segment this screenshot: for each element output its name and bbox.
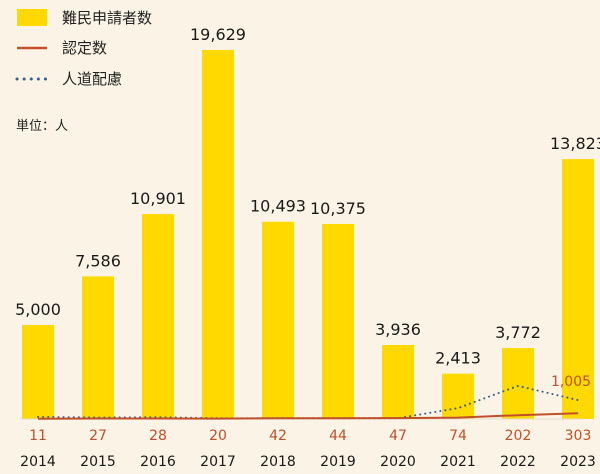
bar-series-applicants [22, 49, 594, 420]
unit-label: 単位：人 [16, 118, 68, 134]
x-axis-year-labels: 2014 2015 2016 2017 2018 2019 2020 2021 2022 2023 [20, 454, 596, 470]
bar-label-2021: 2,413 [435, 349, 481, 368]
bar-2019 [322, 223, 354, 419]
recognized-label-2020: 47 [389, 428, 407, 444]
recognized-label-2022: 202 [505, 428, 532, 444]
year-label-2016: 2016 [140, 454, 176, 470]
legend-item-recognized: 認定数 [17, 39, 107, 57]
bar-2020 [382, 345, 414, 419]
legend-item-applicants: 難民申請者数 [17, 9, 152, 27]
bar-label-2018: 10,493 [250, 197, 306, 216]
legend-item-humanitarian: 人道配慮 [15, 70, 122, 88]
legend-label-applicants: 難民申請者数 [62, 9, 152, 27]
recognized-label-2019: 44 [329, 428, 347, 444]
recognized-label-2016: 28 [149, 428, 167, 444]
bar-label-2023: 13,823 [550, 134, 600, 153]
year-label-2020: 2020 [380, 454, 416, 470]
year-label-2021: 2021 [440, 454, 476, 470]
bar-2015 [82, 276, 114, 419]
bar-2023 [562, 159, 594, 419]
legend-label-humanitarian: 人道配慮 [62, 70, 122, 88]
bar-2018 [262, 221, 294, 419]
recognized-label-2023: 303 [565, 428, 592, 444]
bar-2022 [502, 348, 534, 419]
year-label-2015: 2015 [80, 454, 116, 470]
humanitarian-label-2023: 1,005 [551, 374, 591, 390]
bar-label-2015: 7,586 [75, 251, 121, 270]
bar-2017 [202, 49, 234, 420]
bar-label-2019: 10,375 [310, 199, 366, 218]
year-label-2022: 2022 [500, 454, 536, 470]
bar-2014 [22, 325, 54, 419]
line-series-humanitarian [37, 384, 579, 420]
year-label-2017: 2017 [200, 454, 236, 470]
bar-2021 [442, 373, 474, 419]
bar-label-2020: 3,936 [375, 320, 421, 339]
legend-label-recognized: 認定数 [62, 39, 107, 57]
bar-label-2022: 3,772 [495, 323, 541, 342]
year-label-2018: 2018 [260, 454, 296, 470]
bar-label-2014: 5,000 [15, 300, 61, 319]
year-label-2023: 2023 [560, 454, 596, 470]
legend: 難民申請者数 認定数 人道配慮 [15, 9, 152, 88]
bar-2016 [142, 214, 174, 419]
legend-swatch-applicants [17, 9, 47, 26]
line-series-recognized [37, 412, 579, 420]
recognized-label-2021: 74 [449, 428, 467, 444]
recognized-count-labels: 11 27 28 20 42 44 47 74 202 303 [29, 428, 591, 444]
year-label-2014: 2014 [20, 454, 56, 470]
bar-label-2016: 10,901 [130, 189, 186, 208]
bar-data-labels: 5,000 7,586 10,901 19,629 10,493 10,375 3,936 2… [15, 25, 600, 368]
recognized-label-2015: 27 [89, 428, 107, 444]
recognized-label-2014: 11 [29, 428, 47, 444]
bar-label-2017: 19,629 [190, 25, 246, 44]
line-data-labels: 1,005 [551, 374, 591, 390]
recognized-label-2018: 42 [269, 428, 287, 444]
year-label-2019: 2019 [320, 454, 356, 470]
recognized-label-2017: 20 [209, 428, 227, 444]
